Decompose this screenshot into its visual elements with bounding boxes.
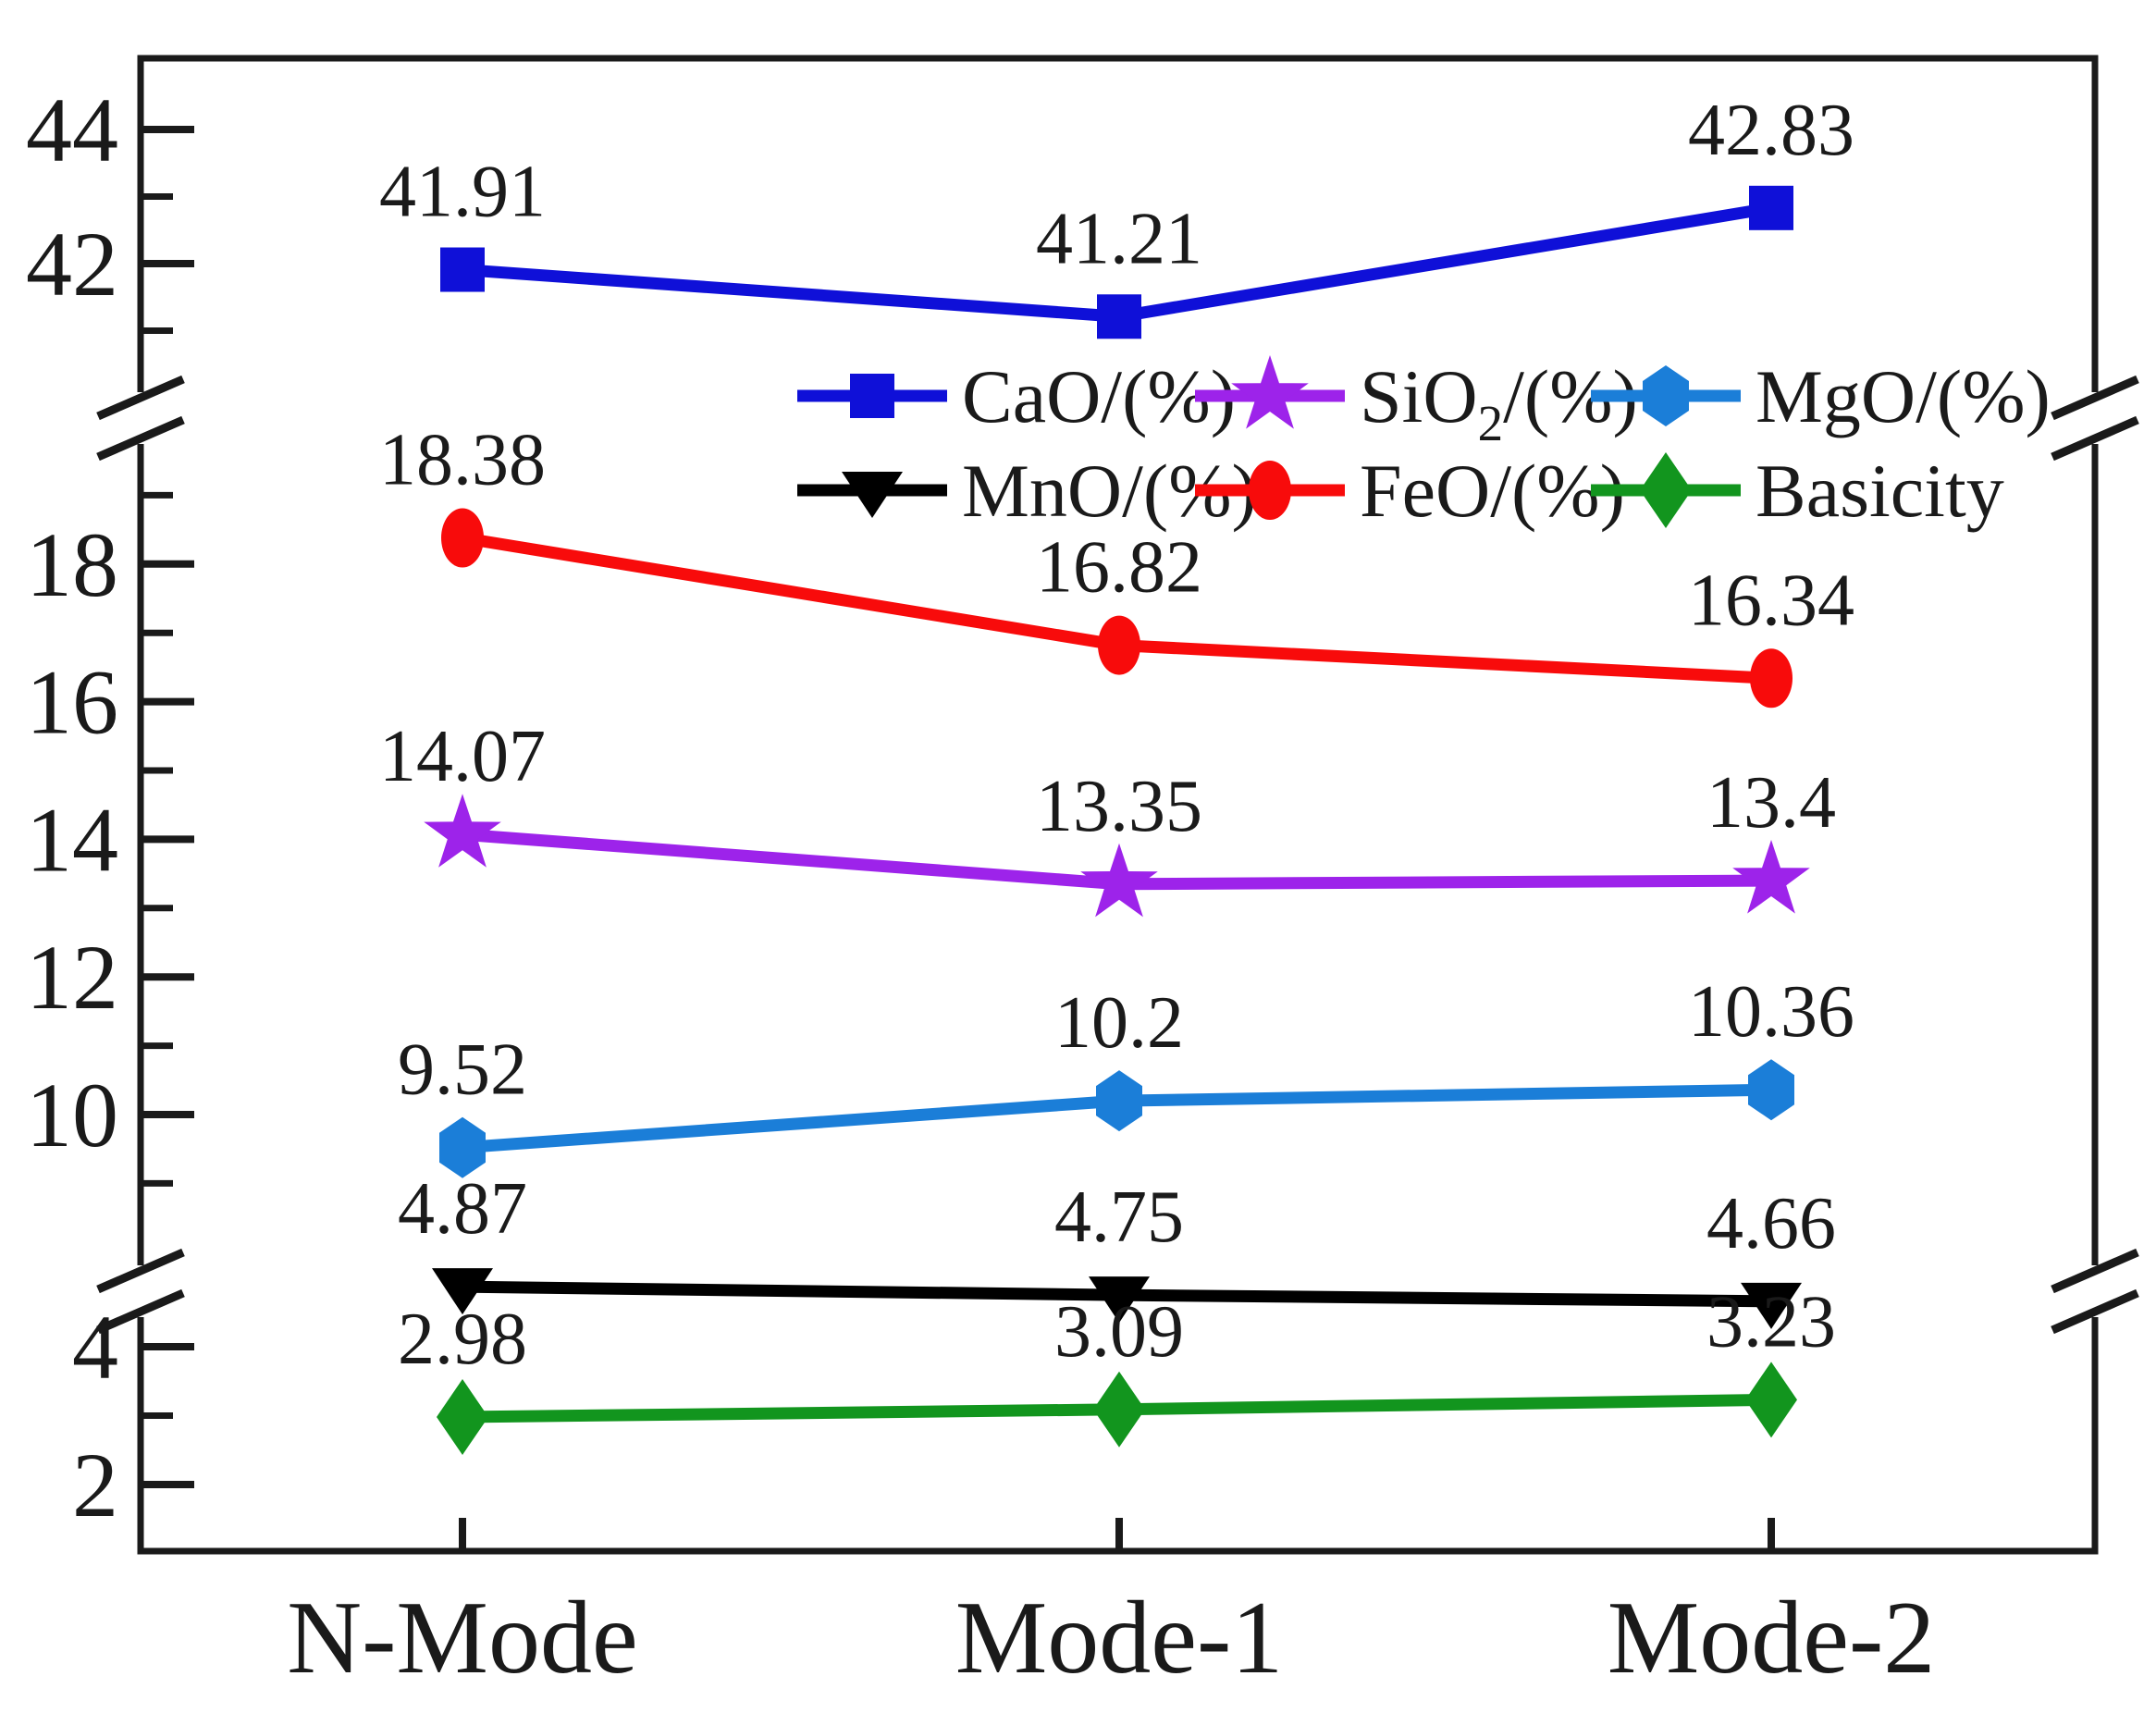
- axis-break-icon: [96, 1288, 185, 1335]
- point-value-label: 10.2: [1054, 982, 1184, 1064]
- x-axis-label: N-Mode: [287, 1581, 637, 1695]
- legend-item-basicity: Basicity: [1591, 449, 2004, 533]
- series-marker-square: [440, 247, 485, 292]
- axis-break-icon: [96, 415, 185, 462]
- series-mgo-: 9.52 10.2 10.36: [398, 971, 1854, 1178]
- series-feo-: 18.38 16.82 16.34: [379, 420, 1854, 709]
- point-value-label: 42.83: [1688, 90, 1854, 171]
- point-value-label: 4.75: [1054, 1177, 1184, 1258]
- point-value-label: 13.35: [1036, 766, 1202, 847]
- series-marker-triangle: [1089, 1276, 1150, 1324]
- y-axis-tick-label: 2: [72, 1434, 118, 1536]
- legend-label: SiO2/(%): [1360, 354, 1638, 451]
- x-axis-label: Mode-1: [955, 1581, 1284, 1695]
- point-value-label: 4.87: [398, 1168, 527, 1250]
- x-axis-label: Mode-2: [1608, 1581, 1936, 1695]
- y-axis-tick-label: 18: [26, 513, 118, 616]
- point-value-label: 2.98: [398, 1299, 527, 1380]
- axis-break-gap: [2088, 1265, 2101, 1317]
- legend-item-sio2-: SiO2/(%): [1195, 354, 1638, 451]
- point-value-label: 13.4: [1706, 762, 1836, 844]
- series-marker-square: [1097, 294, 1141, 339]
- series-marker-triangle: [432, 1268, 493, 1315]
- point-value-label: 10.36: [1688, 971, 1854, 1053]
- point-value-label: 4.66: [1706, 1183, 1836, 1264]
- series-marker-hexagon: [1643, 365, 1689, 426]
- series-marker-circle: [1098, 615, 1140, 675]
- point-value-label: 16.34: [1688, 560, 1854, 641]
- series-marker-diamond: [1640, 452, 1692, 528]
- series-marker-square: [1749, 185, 1793, 230]
- y-axis-tick-label: 14: [26, 788, 118, 891]
- legend-item-cao-: CaO/(%): [797, 354, 1236, 438]
- legend-item-mgo-: MgO/(%): [1591, 354, 2051, 438]
- series-marker-diamond: [1093, 1371, 1145, 1448]
- legend-label: FeO/(%): [1360, 449, 1625, 533]
- series-marker-star: [1080, 843, 1158, 918]
- series-marker-circle: [441, 508, 484, 568]
- series-marker-hexagon: [1096, 1070, 1142, 1132]
- point-value-label: 16.82: [1036, 527, 1202, 609]
- axis-break-icon: [2051, 1288, 2139, 1335]
- legend-label: CaO/(%): [962, 354, 1236, 438]
- series-marker-square: [850, 374, 894, 418]
- axis-break-gap: [2088, 392, 2101, 444]
- series-marker-diamond: [437, 1378, 488, 1455]
- y-axis-tick-label: 4: [72, 1296, 118, 1399]
- series-marker-circle: [1750, 648, 1793, 709]
- point-value-label: 3.23: [1706, 1281, 1836, 1362]
- series-marker-diamond: [1745, 1362, 1797, 1438]
- axis-break-icon: [96, 1248, 185, 1294]
- series-marker-star: [424, 794, 501, 868]
- y-axis-tick-label: 12: [26, 926, 118, 1029]
- series-sio2-: 14.07 13.35 13.4: [379, 716, 1836, 918]
- legend-label: MgO/(%): [1756, 354, 2051, 438]
- series-marker-hexagon: [1748, 1059, 1794, 1121]
- legend-label: Basicity: [1756, 449, 2004, 533]
- y-axis-tick-label: 10: [26, 1064, 118, 1166]
- series-marker-triangle: [1741, 1282, 1802, 1329]
- legend-item-feo-: FeO/(%): [1195, 449, 1625, 533]
- y-axis-tick-label: 42: [26, 213, 118, 315]
- axis-break-gap: [134, 392, 147, 444]
- series-marker-triangle: [842, 472, 903, 518]
- point-value-label: 41.91: [379, 152, 546, 233]
- axis-break-icon: [2051, 375, 2139, 421]
- series-marker-star: [1231, 355, 1309, 429]
- series-marker-hexagon: [439, 1116, 486, 1178]
- point-value-label: 3.09: [1054, 1291, 1184, 1373]
- series-basicity: 2.98 3.09 3.23: [398, 1281, 1836, 1455]
- y-axis-tick-label: 16: [26, 651, 118, 754]
- axis-break-icon: [96, 375, 185, 421]
- axis-break-gap: [134, 1265, 147, 1317]
- axis-break-icon: [2051, 415, 2139, 462]
- series-cao-: 41.91 41.21 42.83: [379, 90, 1854, 339]
- legend-item-mno-: MnO/(%): [797, 449, 1257, 533]
- point-value-label: 41.21: [1036, 198, 1202, 279]
- axis-break-icon: [2051, 1248, 2139, 1294]
- series-marker-circle: [1249, 461, 1291, 520]
- series-mno-: 4.87 4.75 4.66: [398, 1168, 1836, 1329]
- y-axis-tick-label: 44: [26, 79, 118, 181]
- point-value-label: 14.07: [379, 716, 546, 797]
- point-value-label: 9.52: [398, 1029, 527, 1111]
- point-value-label: 18.38: [379, 420, 546, 501]
- series-marker-star: [1732, 840, 1810, 914]
